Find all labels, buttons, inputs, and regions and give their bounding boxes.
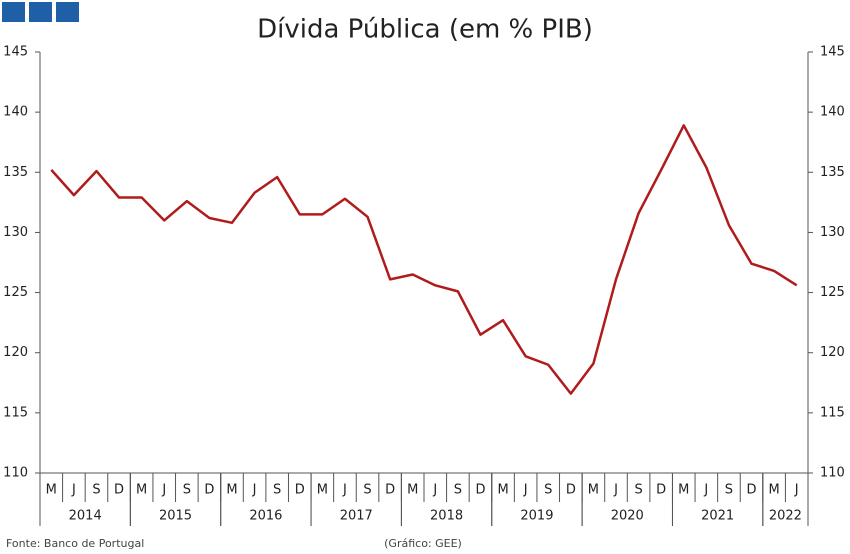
x-tick-label: D bbox=[114, 483, 124, 498]
year-label: 2018 bbox=[430, 509, 463, 524]
x-tick-label: D bbox=[656, 483, 666, 498]
y-tick-label: 120 bbox=[3, 345, 28, 360]
y-tick-label: 130 bbox=[3, 225, 28, 240]
year-label: 2021 bbox=[701, 509, 734, 524]
x-tick-label: M bbox=[317, 483, 328, 498]
x-tick-label: M bbox=[769, 483, 780, 498]
x-tick-label: D bbox=[385, 483, 395, 498]
logo-square bbox=[2, 2, 25, 22]
x-tick-label: S bbox=[454, 483, 462, 498]
x-tick-label: M bbox=[407, 483, 418, 498]
x-tick-label: J bbox=[71, 483, 76, 498]
year-label: 2019 bbox=[520, 509, 553, 524]
y-tick-label: 135 bbox=[3, 165, 28, 180]
x-tick-label: M bbox=[588, 483, 599, 498]
x-tick-label: D bbox=[566, 483, 576, 498]
x-tick-label: J bbox=[523, 483, 528, 498]
x-tick-label: M bbox=[136, 483, 147, 498]
y-tick-label: 115 bbox=[3, 405, 28, 420]
logo-square bbox=[56, 2, 79, 22]
x-tick-label: D bbox=[475, 483, 485, 498]
x-tick-label: J bbox=[252, 483, 257, 498]
x-tick-label: J bbox=[794, 483, 799, 498]
x-tick-label: M bbox=[46, 483, 57, 498]
note: (Gráfico: GEE) bbox=[384, 537, 462, 550]
y2-tick-label: 110 bbox=[820, 466, 845, 481]
x-tick-label: M bbox=[226, 483, 237, 498]
x-tick-label: S bbox=[725, 483, 733, 498]
y-tick-label: 140 bbox=[3, 105, 28, 120]
x-tick-label: S bbox=[544, 483, 552, 498]
x-tick-label: J bbox=[432, 483, 437, 498]
x-tick-label: J bbox=[342, 483, 347, 498]
x-tick-label: D bbox=[747, 483, 757, 498]
year-label: 2014 bbox=[69, 509, 102, 524]
y-tick-label: 125 bbox=[3, 285, 28, 300]
year-label: 2015 bbox=[159, 509, 192, 524]
x-tick-label: J bbox=[161, 483, 166, 498]
x-tick-label: D bbox=[295, 483, 305, 498]
y2-tick-label: 140 bbox=[820, 105, 845, 120]
chart-title: Dívida Pública (em % PIB) bbox=[257, 15, 593, 45]
x-tick-label: M bbox=[497, 483, 508, 498]
y2-tick-label: 145 bbox=[820, 45, 845, 60]
logo-square bbox=[29, 2, 52, 22]
x-tick-label: J bbox=[613, 483, 618, 498]
x-tick-label: S bbox=[363, 483, 371, 498]
y-tick-label: 145 bbox=[3, 45, 28, 60]
y2-tick-label: 125 bbox=[820, 285, 845, 300]
x-tick-label: S bbox=[634, 483, 642, 498]
x-tick-label: S bbox=[183, 483, 191, 498]
year-label: 2020 bbox=[611, 509, 644, 524]
year-label: 2017 bbox=[340, 509, 373, 524]
y-tick-label: 110 bbox=[3, 466, 28, 481]
year-label: 2022 bbox=[769, 509, 802, 524]
x-tick-label: S bbox=[92, 483, 100, 498]
source: Fonte: Banco de Portugal bbox=[6, 537, 144, 550]
year-label: 2016 bbox=[249, 509, 282, 524]
y2-tick-label: 130 bbox=[820, 225, 845, 240]
y2-tick-label: 120 bbox=[820, 345, 845, 360]
data-line bbox=[50, 124, 798, 395]
x-tick-label: D bbox=[204, 483, 214, 498]
x-tick-label: S bbox=[273, 483, 281, 498]
x-tick-label: J bbox=[703, 483, 708, 498]
y2-tick-label: 115 bbox=[820, 405, 845, 420]
y2-tick-label: 135 bbox=[820, 165, 845, 180]
x-tick-label: M bbox=[678, 483, 689, 498]
